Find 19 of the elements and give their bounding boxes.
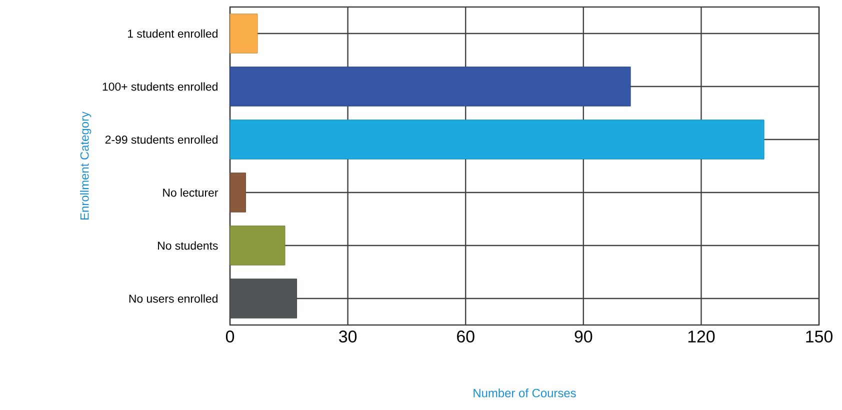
bar	[230, 14, 258, 54]
bar	[230, 120, 764, 160]
bar	[230, 226, 286, 266]
x-tick-label: 60	[457, 330, 474, 343]
y-tick-label: 100+ students enrolled	[102, 82, 218, 91]
y-axis-title: Enrollment Category	[80, 112, 92, 220]
x-tick-label: 120	[688, 330, 715, 343]
bar	[230, 172, 246, 212]
x-tick-label: 150	[806, 330, 832, 343]
y-tick-label: No users enrolled	[129, 294, 218, 303]
y-tick-label: 1 student enrolled	[128, 29, 218, 38]
y-tick-label: No students	[158, 241, 218, 250]
y-tick-label: 2-99 students enrolled	[105, 135, 218, 144]
x-tick-label: 0	[226, 330, 234, 343]
y-tick-label: No lecturer	[163, 188, 218, 197]
x-tick-label: 90	[574, 330, 592, 343]
x-axis-title: Number of Courses	[474, 388, 576, 398]
x-tick-label: 30	[339, 330, 357, 343]
bar	[230, 66, 631, 106]
